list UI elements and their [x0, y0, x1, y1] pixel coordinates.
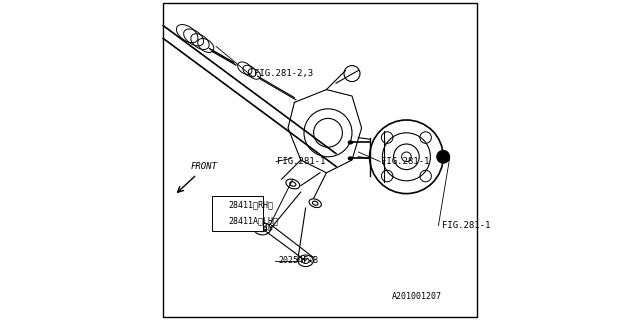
Text: FIG.281-1: FIG.281-1: [442, 221, 490, 230]
Text: FRONT: FRONT: [191, 162, 217, 171]
FancyBboxPatch shape: [212, 196, 263, 231]
Text: 28411〈RH〉: 28411〈RH〉: [229, 200, 274, 209]
Text: FIG.281-1: FIG.281-1: [277, 157, 325, 166]
Text: FIG.281-1: FIG.281-1: [381, 157, 429, 166]
Text: 20254F★B: 20254F★B: [278, 256, 319, 265]
Text: A201001207: A201001207: [392, 292, 442, 301]
Ellipse shape: [348, 157, 353, 160]
Text: FIG.281-2,3: FIG.281-2,3: [254, 69, 314, 78]
Text: 20254D: 20254D: [243, 224, 273, 233]
Text: 28411A〈LH〉: 28411A〈LH〉: [229, 216, 279, 225]
Ellipse shape: [348, 141, 353, 144]
Circle shape: [436, 150, 449, 163]
